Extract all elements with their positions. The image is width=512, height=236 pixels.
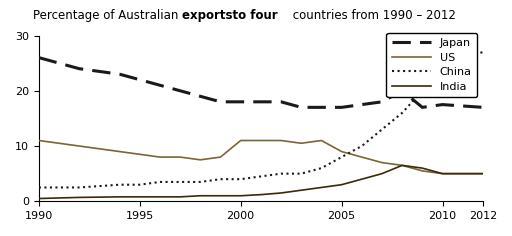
Legend: Japan, US, China, India: Japan, US, China, India bbox=[387, 33, 477, 97]
Text: Percentage of Australian: Percentage of Australian bbox=[33, 9, 182, 22]
Text: countries from 1990 – 2012: countries from 1990 – 2012 bbox=[289, 9, 456, 22]
Text: exportsto four: exportsto four bbox=[182, 9, 278, 22]
